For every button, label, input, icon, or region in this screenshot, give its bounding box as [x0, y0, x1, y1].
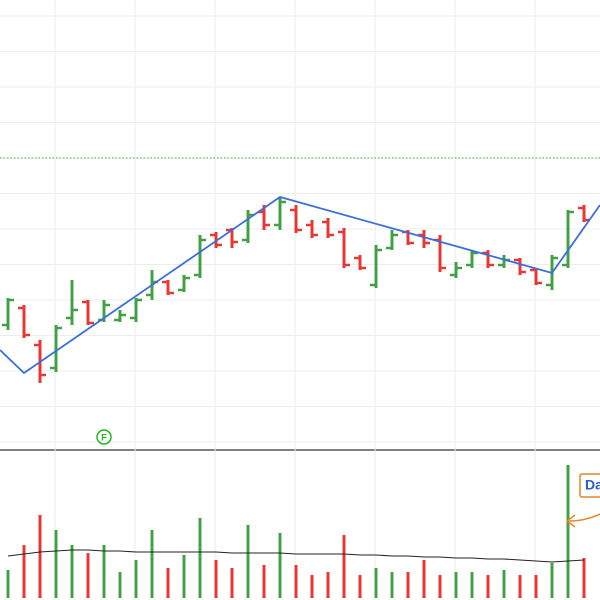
volume-bar: [38, 515, 42, 598]
volume-bar: [438, 575, 442, 598]
volume-bar: [406, 572, 410, 598]
volume-bar: [182, 555, 186, 598]
volume-bar: [86, 553, 90, 598]
volume-bar: [278, 533, 282, 598]
volume-bar: [166, 568, 170, 598]
volume-bar: [534, 575, 538, 598]
volume-bar: [566, 465, 570, 598]
zigzag-line: [0, 196, 600, 375]
volume-bar: [486, 575, 490, 598]
volume-bar: [54, 530, 58, 598]
volume-bar: [470, 572, 474, 598]
volume-bar: [582, 558, 586, 598]
volume-bar: [422, 560, 426, 598]
volume-bar: [118, 572, 122, 598]
volume-bar: [454, 572, 458, 598]
volume-bar: [150, 530, 154, 598]
volume-bar: [22, 545, 26, 598]
volume-bar: [550, 563, 554, 598]
volume-bar: [294, 565, 298, 598]
volume-bar: [390, 572, 394, 598]
volume-bar: [134, 560, 138, 598]
volume-bar: [358, 575, 362, 598]
callout-label: Da: [585, 477, 600, 493]
volume-bar: [198, 518, 202, 598]
volume-bar: [310, 575, 314, 598]
volume-bar: [262, 565, 266, 598]
volume-bar: [6, 570, 10, 598]
volume-bar: [70, 545, 74, 598]
volume-bar: [374, 568, 378, 598]
volume-bar: [246, 525, 250, 598]
volume-bar: [342, 535, 346, 598]
volume-bar: [102, 545, 106, 598]
event-marker-label: F: [101, 432, 107, 442]
callout-arrow: [565, 513, 600, 528]
volume-ma: [7, 549, 585, 563]
volume-bar: [230, 568, 234, 598]
volume-bar: [326, 572, 330, 598]
volume-bar: [214, 560, 218, 598]
volume-bar: [518, 575, 522, 598]
event-marker: [96, 429, 112, 445]
callout-box: [579, 473, 600, 498]
volume-bar: [502, 570, 506, 598]
